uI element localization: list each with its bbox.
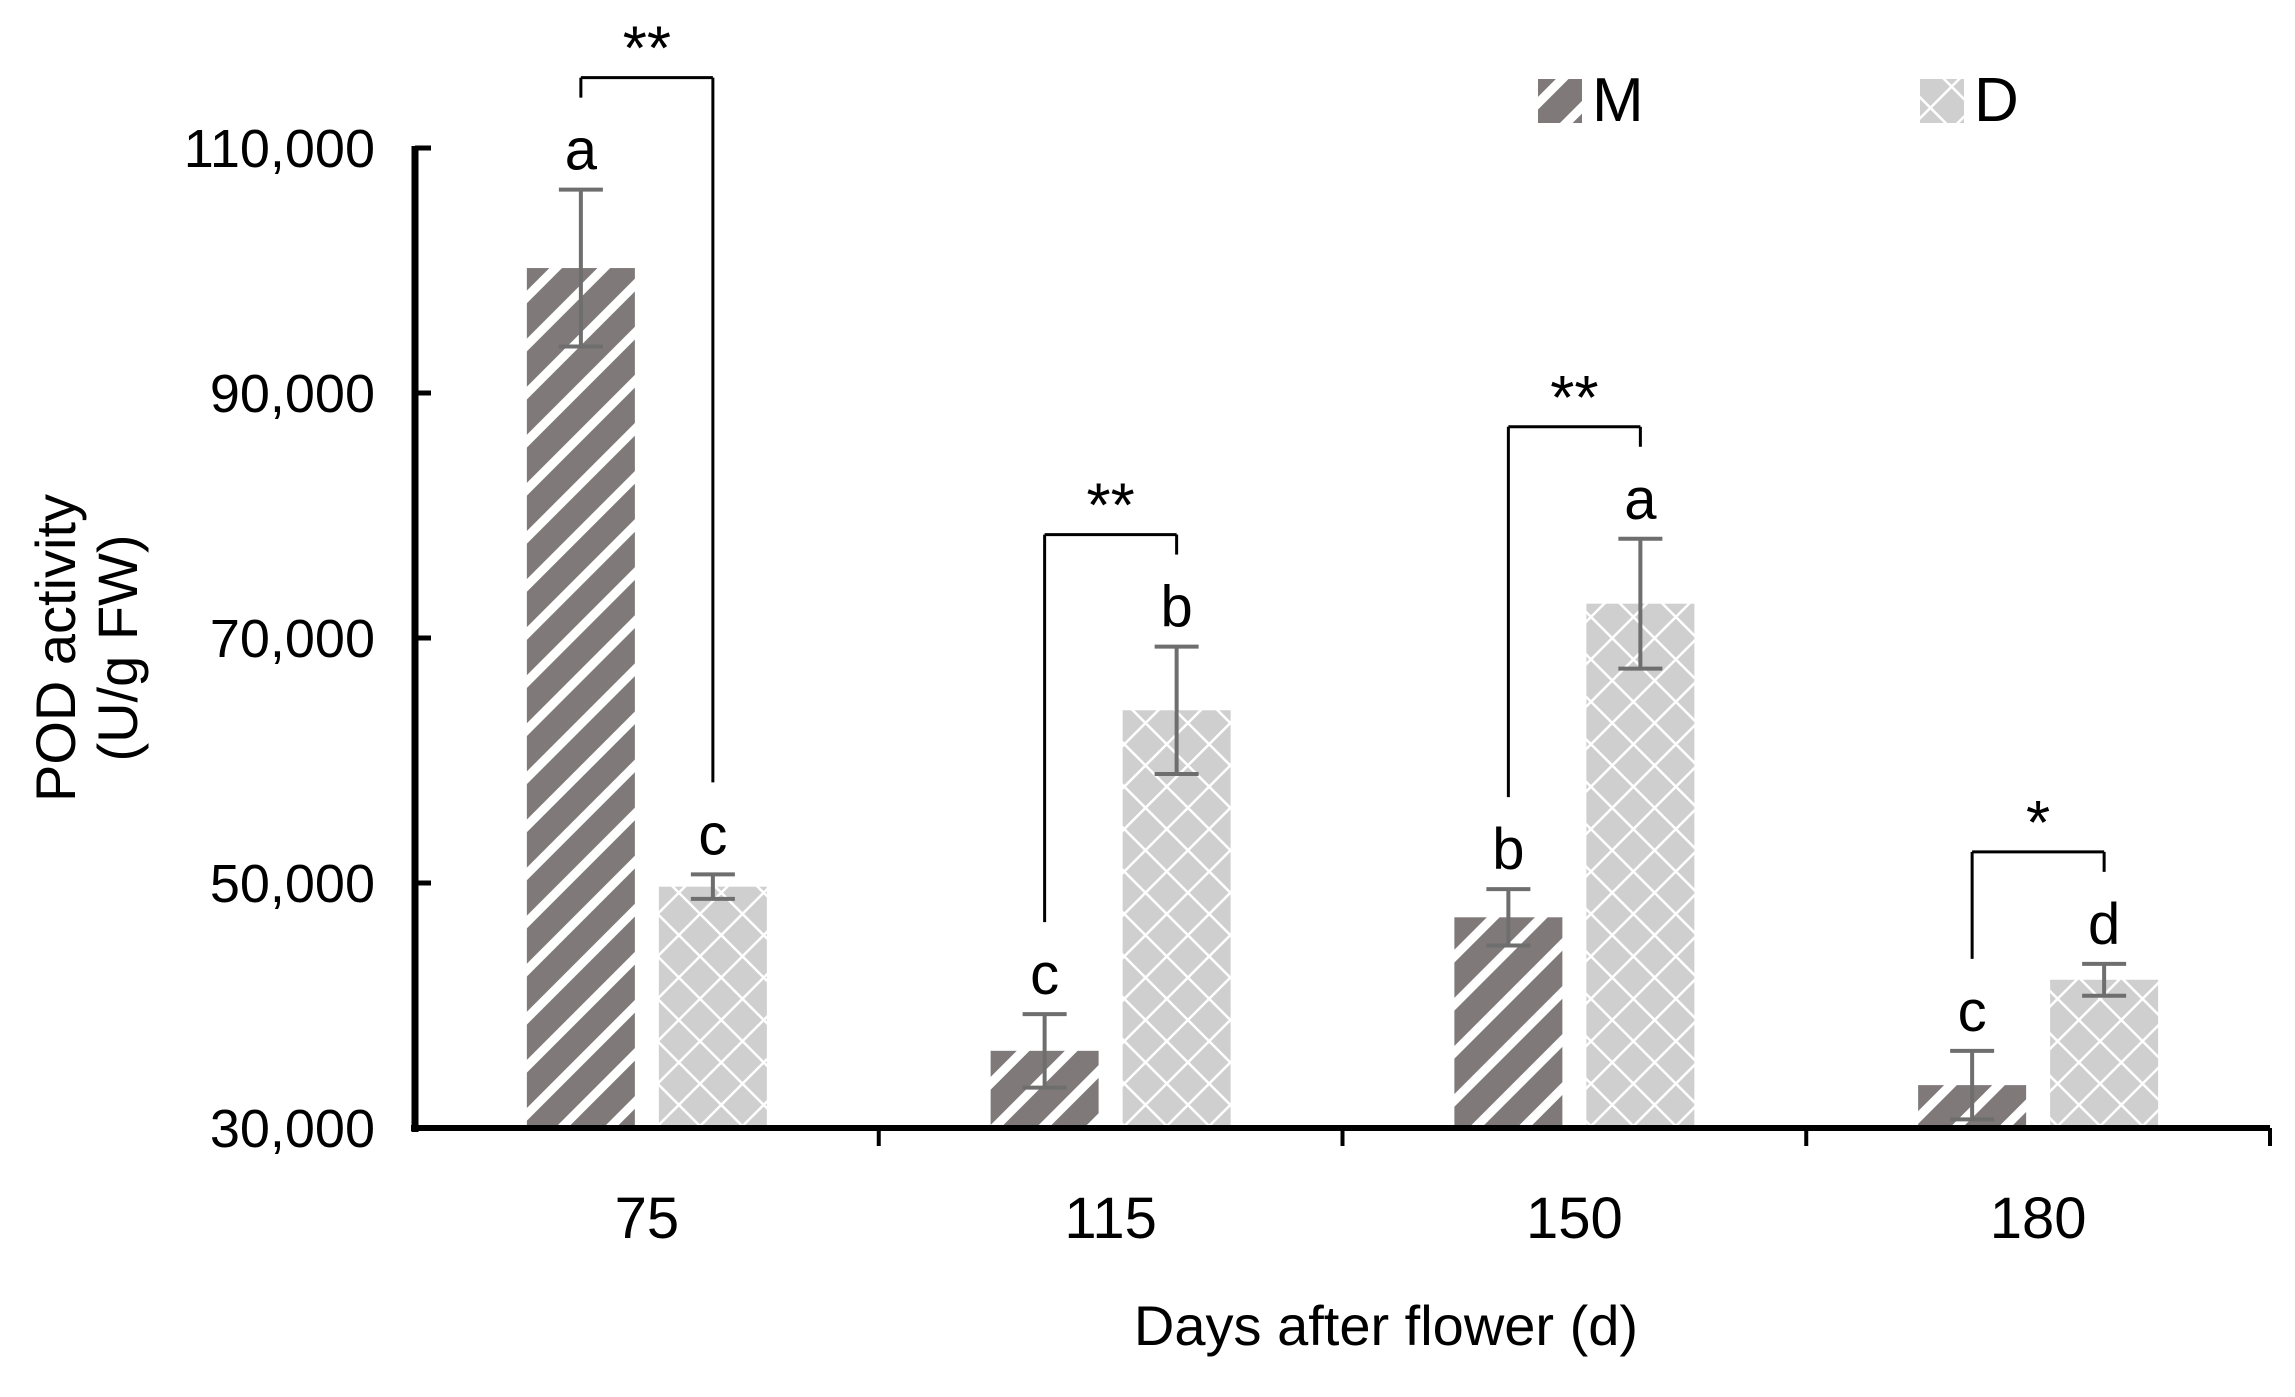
legend-label-d: D	[1974, 66, 2019, 135]
significance-bracket	[1970, 850, 2106, 959]
bars	[526, 187, 2159, 1128]
legend-swatch-d	[1920, 79, 1964, 123]
significance-bracket	[1506, 425, 1642, 798]
legend-label-m: M	[1592, 66, 1644, 135]
significance-letter: c	[1030, 942, 1059, 1007]
bar-m-150	[1454, 917, 1563, 1128]
y-tick-label: 70,000	[210, 609, 375, 669]
bar-d-150	[1586, 603, 1695, 1128]
significance-stars: **	[1086, 472, 1134, 541]
significance-letter: a	[1624, 467, 1657, 532]
significance-letter: c	[1958, 979, 1987, 1044]
significance-letter: b	[1492, 817, 1524, 882]
x-tick-label: 150	[1526, 1186, 1623, 1251]
significance-stars: **	[1550, 364, 1598, 433]
y-tick-label: 30,000	[210, 1099, 375, 1159]
significance-bracket	[579, 76, 715, 783]
significance-letter: b	[1160, 575, 1192, 640]
legend: M D	[1538, 66, 2019, 135]
labels: 30,000 50,000 70,000 90,000 110,000 75 a c 115 c b…	[184, 15, 2120, 1251]
significance-letter: c	[698, 802, 727, 867]
y-tick-label: 50,000	[210, 854, 375, 914]
y-axis-title: POD activity (U/g FW)	[24, 494, 149, 802]
significance-letter: d	[2088, 892, 2120, 957]
x-tick-label: 115	[1064, 1186, 1156, 1251]
x-tick-label: 75	[615, 1186, 680, 1251]
y-tick-label: 110,000	[184, 119, 375, 179]
bar-d-115	[1122, 710, 1231, 1128]
y-axis-title-line-1: POD activity	[24, 494, 87, 802]
y-tick-label: 90,000	[210, 364, 375, 424]
y-axis-title-line-2: (U/g FW)	[86, 534, 149, 761]
significance-stars: *	[2026, 789, 2050, 858]
bar-d-180	[2050, 979, 2159, 1128]
legend-swatch-m	[1538, 79, 1582, 123]
bar-d-75	[658, 886, 767, 1128]
significance-stars: **	[623, 15, 671, 84]
axes	[411, 145, 2272, 1146]
significance-letter: a	[565, 118, 598, 183]
x-tick-label: 180	[1990, 1186, 2087, 1251]
x-axis-title: Days after flower (d)	[1134, 1294, 1638, 1357]
bar-m-75	[526, 268, 635, 1128]
significance-bracket	[1043, 533, 1179, 923]
